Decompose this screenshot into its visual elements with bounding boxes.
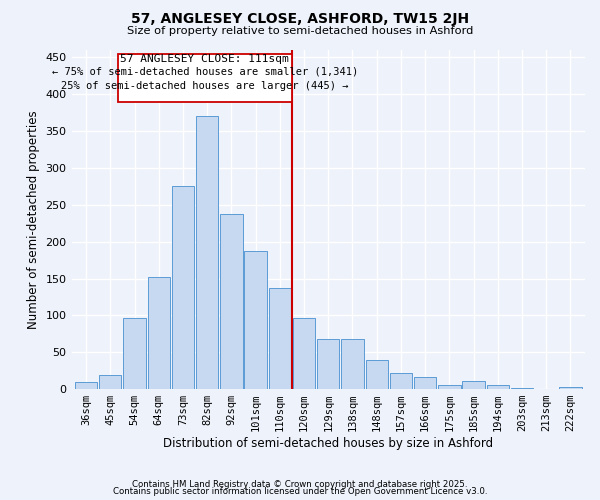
Bar [220, 214, 242, 389]
Bar [341, 339, 364, 389]
Bar [269, 288, 291, 389]
Bar [438, 384, 461, 389]
Bar [172, 186, 194, 389]
Bar [75, 382, 97, 389]
Bar [99, 375, 121, 389]
X-axis label: Distribution of semi-detached houses by size in Ashford: Distribution of semi-detached houses by … [163, 437, 493, 450]
Text: 25% of semi-detached houses are larger (445) →: 25% of semi-detached houses are larger (… [61, 80, 349, 90]
Bar [244, 251, 267, 389]
Bar [365, 360, 388, 389]
Bar [124, 318, 146, 389]
Text: 57, ANGLESEY CLOSE, ASHFORD, TW15 2JH: 57, ANGLESEY CLOSE, ASHFORD, TW15 2JH [131, 12, 469, 26]
Text: 57 ANGLESEY CLOSE: 111sqm: 57 ANGLESEY CLOSE: 111sqm [121, 54, 289, 64]
Bar [463, 381, 485, 389]
Bar [511, 388, 533, 389]
Bar [196, 116, 218, 389]
Text: ← 75% of semi-detached houses are smaller (1,341): ← 75% of semi-detached houses are smalle… [52, 66, 358, 76]
Y-axis label: Number of semi-detached properties: Number of semi-detached properties [27, 110, 40, 329]
Text: Contains public sector information licensed under the Open Government Licence v3: Contains public sector information licen… [113, 487, 487, 496]
FancyBboxPatch shape [118, 54, 292, 102]
Text: Contains HM Land Registry data © Crown copyright and database right 2025.: Contains HM Land Registry data © Crown c… [132, 480, 468, 489]
Bar [559, 387, 581, 389]
Bar [293, 318, 315, 389]
Text: Size of property relative to semi-detached houses in Ashford: Size of property relative to semi-detach… [127, 26, 473, 36]
Bar [487, 386, 509, 389]
Bar [148, 277, 170, 389]
Bar [317, 339, 340, 389]
Bar [414, 376, 436, 389]
Bar [390, 373, 412, 389]
